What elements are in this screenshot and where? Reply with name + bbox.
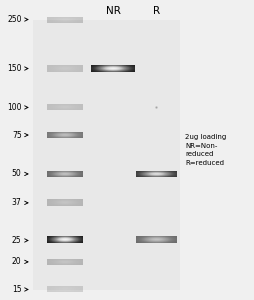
Text: 37: 37 <box>12 198 22 207</box>
Text: 150: 150 <box>7 64 22 73</box>
Text: 15: 15 <box>12 285 22 294</box>
Text: 25: 25 <box>12 236 22 245</box>
Text: 75: 75 <box>12 130 22 140</box>
Text: R: R <box>153 5 160 16</box>
Text: NR: NR <box>106 5 120 16</box>
Text: 2ug loading
NR=Non-
reduced
R=reduced: 2ug loading NR=Non- reduced R=reduced <box>185 134 227 166</box>
Text: 50: 50 <box>12 169 22 178</box>
FancyBboxPatch shape <box>33 20 180 290</box>
Text: 100: 100 <box>7 103 22 112</box>
Text: 20: 20 <box>12 257 22 266</box>
Text: 250: 250 <box>7 15 22 24</box>
